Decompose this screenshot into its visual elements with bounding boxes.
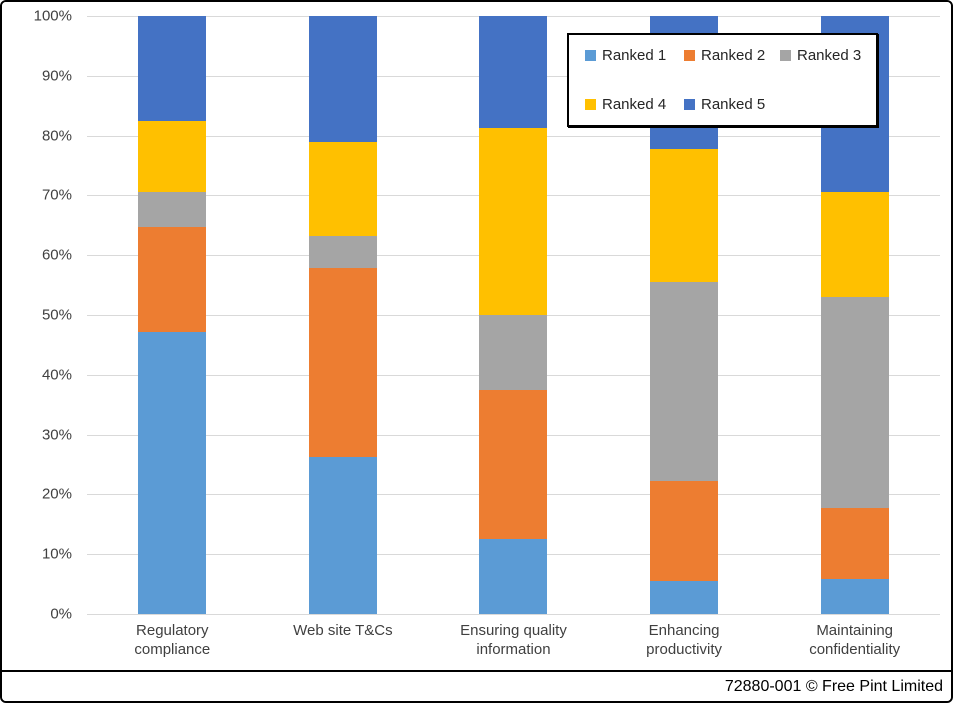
x-label-cell-regulatory-compliance: Regulatory compliance xyxy=(87,622,258,660)
segment-ranked-1-regulatory-compliance xyxy=(138,332,207,614)
y-tick-label-80: 80% xyxy=(41,127,72,145)
x-axis-labels: Regulatory compliance Web site T&Cs Ensuri… xyxy=(87,622,940,660)
legend-marker-ranked-2-icon xyxy=(684,50,695,61)
segment-ranked-3-regulatory-compliance xyxy=(138,191,207,228)
legend-marker-ranked-1-icon xyxy=(585,50,596,61)
y-tick-label-10: 10% xyxy=(41,545,72,563)
segment-ranked-4-regulatory-compliance xyxy=(138,121,207,192)
legend: Ranked 1 Ranked 2 Ranked 3 Ranked 4 Ranked 5 xyxy=(567,33,878,127)
legend-marker-ranked-5-icon xyxy=(684,99,695,110)
segment-ranked-2-regulatory-compliance xyxy=(138,227,207,333)
segment-ranked-4-enhancing-productivity xyxy=(650,148,719,282)
legend-item-ranked-2: Ranked 2 xyxy=(684,47,780,64)
footer-credit: 72880-001 © Free Pint Limited xyxy=(724,677,943,695)
segment-ranked-2-maintaining-confidentiality xyxy=(820,508,889,579)
x-label-enhancing-productivity: Enhancing productivity xyxy=(646,622,723,658)
footer: 72880-001 © Free Pint Limited xyxy=(2,672,951,701)
chart-area: 100% 90% 80% 70% 60% 50% 40% 30% 20% 10% 0% Regula… xyxy=(2,2,951,672)
bar-web-site-t-cs xyxy=(308,16,377,614)
bar-cell-web-site-t-cs xyxy=(258,16,429,614)
y-tick-label-20: 20% xyxy=(41,485,72,503)
legend-marker-ranked-3-icon xyxy=(780,50,791,61)
x-label-cell-maintaining-confidentiality: Maintaining confidentiality xyxy=(769,622,940,660)
legend-item-ranked-1: Ranked 1 xyxy=(585,47,684,64)
legend-label-ranked-4: Ranked 4 xyxy=(602,96,667,113)
y-tick-label-90: 90% xyxy=(41,67,72,85)
segment-ranked-2-web-site-t-cs xyxy=(308,268,377,457)
y-tick-label-70: 70% xyxy=(41,186,72,204)
segment-ranked-5-regulatory-compliance xyxy=(138,16,207,122)
y-tick-label-40: 40% xyxy=(41,366,72,384)
segment-ranked-1-maintaining-confidentiality xyxy=(820,578,889,614)
y-tick-label-60: 60% xyxy=(41,246,72,264)
legend-item-ranked-5: Ranked 5 xyxy=(684,96,780,113)
segment-ranked-4-web-site-t-cs xyxy=(308,142,377,237)
segment-ranked-3-web-site-t-cs xyxy=(308,236,377,269)
bars-container xyxy=(87,16,940,614)
bar-cell-ensuring-quality-information xyxy=(428,16,599,614)
y-tick-label-30: 30% xyxy=(41,426,72,444)
y-axis: 100% 90% 80% 70% 60% 50% 40% 30% 20% 10% 0% xyxy=(2,8,72,623)
x-label-ensuring-quality-information: Ensuring quality information xyxy=(460,622,567,658)
y-tick-label-100: 100% xyxy=(33,7,72,25)
bar-cell-regulatory-compliance xyxy=(87,16,258,614)
bar-ensuring-quality-information xyxy=(479,16,548,614)
segment-ranked-5-ensuring-quality-information xyxy=(479,16,548,129)
segment-ranked-5-web-site-t-cs xyxy=(308,16,377,143)
segment-ranked-1-enhancing-productivity xyxy=(650,580,719,614)
segment-ranked-2-ensuring-quality-information xyxy=(479,389,548,540)
legend-label-ranked-3: Ranked 3 xyxy=(797,47,862,64)
x-label-regulatory-compliance: Regulatory compliance xyxy=(134,622,211,658)
y-tick-label-50: 50% xyxy=(41,306,72,324)
legend-label-ranked-1: Ranked 1 xyxy=(602,47,667,64)
segment-ranked-2-enhancing-productivity xyxy=(650,480,719,581)
x-label-cell-ensuring-quality-information: Ensuring quality information xyxy=(428,622,599,660)
x-label-web-site-t-cs: Web site T&Cs xyxy=(293,622,393,639)
segment-ranked-3-ensuring-quality-information xyxy=(479,315,548,390)
x-label-cell-web-site-t-cs: Web site T&Cs xyxy=(258,622,429,660)
x-label-maintaining-confidentiality: Maintaining confidentiality xyxy=(809,622,901,658)
legend-item-ranked-4: Ranked 4 xyxy=(585,96,684,113)
segment-ranked-4-maintaining-confidentiality xyxy=(820,191,889,298)
segment-ranked-3-enhancing-productivity xyxy=(650,281,719,481)
legend-label-ranked-2: Ranked 2 xyxy=(701,47,766,64)
segment-ranked-1-web-site-t-cs xyxy=(308,456,377,614)
legend-label-ranked-5: Ranked 5 xyxy=(701,96,766,113)
legend-item-ranked-3: Ranked 3 xyxy=(780,47,872,64)
segment-ranked-3-maintaining-confidentiality xyxy=(820,297,889,509)
legend-marker-ranked-4-icon xyxy=(585,99,596,110)
bar-regulatory-compliance xyxy=(138,16,207,614)
segment-ranked-1-ensuring-quality-information xyxy=(479,539,548,614)
segment-ranked-4-ensuring-quality-information xyxy=(479,128,548,316)
y-tick-label-0: 0% xyxy=(50,605,72,623)
plot-area xyxy=(87,16,940,615)
x-label-cell-enhancing-productivity: Enhancing productivity xyxy=(599,622,770,660)
gridline-0 xyxy=(87,614,940,615)
